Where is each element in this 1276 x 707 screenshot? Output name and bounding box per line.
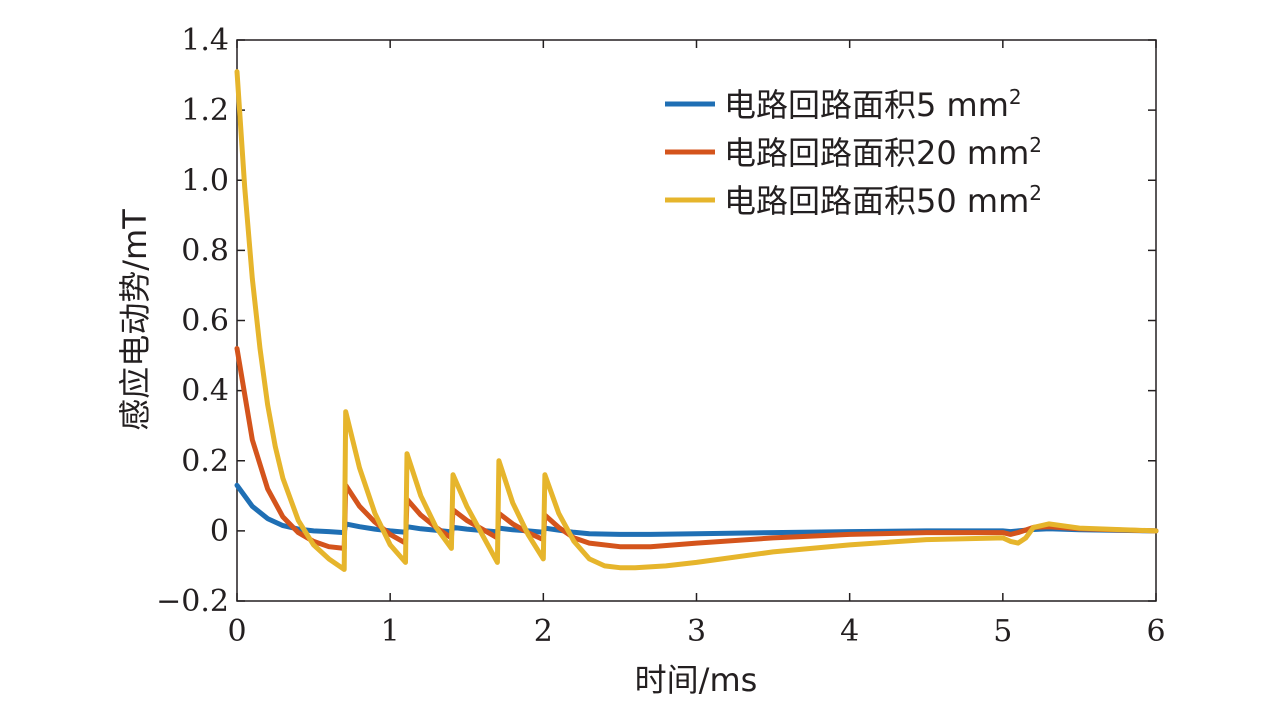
- y-tick-labels: −0.2 0 0.2 0.4 0.6 0.8 1.0 1.2 1.4: [156, 23, 229, 619]
- y-tick-label: 0.6: [181, 304, 229, 339]
- x-tick-label: 5: [993, 614, 1012, 649]
- y-tick-label: 0.8: [181, 233, 229, 268]
- legend-label-1: 电路回路面积5 mm2: [724, 85, 1022, 124]
- x-axis-label: 时间/ms: [635, 661, 758, 699]
- y-tick-label: −0.2: [156, 584, 229, 619]
- x-tick-label: 2: [534, 614, 553, 649]
- x-tick-label: 1: [381, 614, 400, 649]
- x-tick-labels: 0 1 2 3 4 5 6: [227, 614, 1165, 649]
- x-tick-label: 3: [687, 614, 706, 649]
- x-tick-label: 6: [1146, 614, 1165, 649]
- y-axis-label: 感应电动势/mT: [116, 209, 154, 431]
- x-tick-label: 4: [840, 614, 859, 649]
- y-tick-label: 0: [210, 514, 229, 549]
- x-tick-label: 0: [227, 614, 246, 649]
- y-tick-label: 1.0: [181, 163, 229, 198]
- legend-label-3: 电路回路面积50 mm2: [724, 181, 1042, 220]
- y-tick-label: 1.2: [181, 93, 229, 128]
- y-tick-label: 0.4: [181, 374, 229, 409]
- legend-superscript: 2: [1029, 133, 1042, 157]
- legend-superscript: 2: [1029, 181, 1042, 205]
- legend-superscript: 2: [1009, 85, 1022, 109]
- y-tick-label: 0.2: [181, 444, 229, 479]
- y-tick-label: 1.4: [181, 23, 229, 58]
- legend: 电路回路面积5 mm2 电路回路面积20 mm2 电路回路面积50 mm2: [665, 85, 1042, 220]
- legend-label-2: 电路回路面积20 mm2: [724, 133, 1042, 172]
- series-lines: [234, 69, 1159, 572]
- series-line-3: [234, 69, 1159, 572]
- axis-ticks: [236, 39, 1157, 602]
